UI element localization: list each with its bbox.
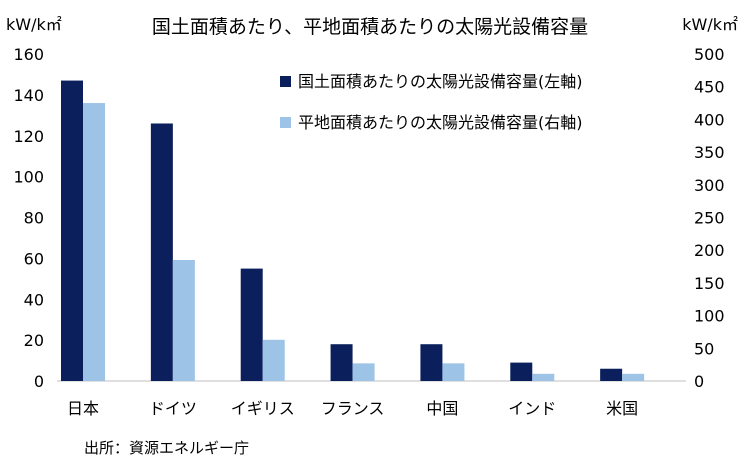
bar-flat-area [352,363,375,381]
x-tick-label: 中国 [426,399,458,418]
bar-national-area [150,123,173,382]
y-left-axis: 0 20 40 60 80 100 120 140 160 [13,45,44,391]
x-tick-label: ドイツ [149,399,197,418]
y-right-tick-label: 100 [694,307,725,326]
bar-flat-area [262,339,285,381]
x-tick-label: 米国 [606,399,638,418]
x-tick-label: イギリス [231,399,295,418]
legend-swatch-2 [280,117,291,128]
bar-national-area [420,344,443,381]
chart-title: 国土面積あたり、平地面積あたりの太陽光設備容量 [152,16,588,38]
y-left-tick-label: 80 [24,209,44,228]
y-right-tick-label: 250 [694,209,725,228]
y-right-tick-label: 150 [694,274,725,293]
bar-national-area [600,368,623,381]
y-left-tick-label: 20 [24,331,44,350]
y-right-tick-label: 400 [694,110,725,129]
legend-label-1: 国土面積あたりの太陽光設備容量(左軸) [298,72,583,91]
y-right-tick-label: 200 [694,241,725,260]
bar-national-area [240,268,263,381]
y-left-tick-label: 100 [13,168,44,187]
y-right-tick-label: 450 [694,78,725,97]
x-tick-label: インド [508,399,556,418]
y-right-tick-label: 350 [694,143,725,162]
y-left-tick-label: 140 [13,86,44,105]
y-right-tick-label: 50 [694,339,714,358]
bar-national-area [330,344,353,381]
y-right-tick-label: 300 [694,176,725,195]
y-right-unit: kW/k㎡ [682,15,738,34]
bar-national-area [510,362,533,381]
legend: 国土面積あたりの太陽光設備容量(左軸) 平地面積あたりの太陽光設備容量(右軸) [280,72,583,132]
bar-flat-area [622,373,645,381]
y-right-axis: 0 50 100 150 200 250 300 350 400 450 500 [694,45,725,391]
y-left-tick-label: 160 [13,45,44,64]
bars [61,80,645,382]
bar-flat-area [442,363,465,381]
bar-flat-area [532,373,555,381]
y-right-tick-label: 500 [694,45,725,64]
legend-label-2: 平地面積あたりの太陽光設備容量(右軸) [298,113,583,132]
y-left-unit: kW/k㎡ [6,15,62,34]
y-left-tick-label: 40 [24,290,44,309]
x-tick-label: 日本 [67,399,99,418]
x-tick-label: フランス [321,399,385,418]
y-left-tick-label: 120 [13,127,44,146]
y-left-tick-label: 0 [34,372,44,391]
source-note: 出所：資源エネルギー庁 [84,439,249,457]
bar-national-area [61,80,83,381]
legend-swatch-1 [280,76,291,87]
y-right-tick-label: 0 [694,372,704,391]
bar-flat-area [83,103,105,382]
x-axis: 日本 ドイツ イギリス フランス 中国 インド 米国 [67,399,638,418]
y-left-tick-label: 60 [24,249,44,268]
bar-flat-area [172,260,195,381]
